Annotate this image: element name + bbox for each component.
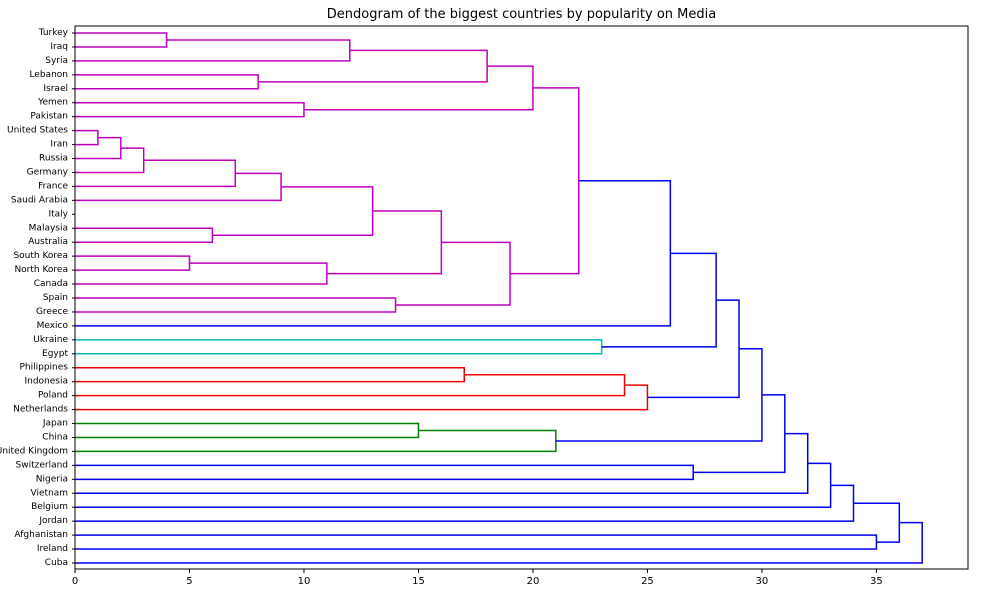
leaf-label: Jordan (38, 516, 68, 526)
leaf-label: Iran (50, 140, 68, 150)
leaf-label: Ireland (37, 544, 68, 554)
dendrogram-link (693, 394, 786, 474)
dendrogram-link (75, 32, 168, 48)
dendrogram-link (75, 432, 809, 495)
dendrogram-link (75, 534, 878, 550)
leaf-label: United Kingdom (0, 446, 68, 456)
dendrogram-link (75, 521, 923, 564)
dendrogram-link (647, 299, 740, 399)
x-tick-label: 0 (72, 576, 78, 587)
dendrogram-link (75, 384, 649, 411)
x-tick-label: 30 (756, 576, 769, 587)
x-tick-label: 15 (412, 576, 425, 587)
leaf-label: Spain (43, 293, 68, 303)
leaf-label: Mexico (37, 321, 69, 331)
leaf-label: Pakistan (30, 112, 68, 122)
leaf-label: Russia (39, 154, 68, 164)
leaf-label: Japan (42, 419, 68, 429)
dendrogram-link (75, 262, 328, 285)
leaf-label: Switzerland (16, 460, 69, 470)
dendrogram-link (601, 252, 717, 348)
leaf-label: Israel (43, 84, 68, 94)
leaf-label: Indonesia (24, 377, 68, 387)
leaf-label: Nigeria (36, 474, 68, 484)
dendrogram-link (75, 74, 259, 90)
leaf-label: Syria (45, 56, 68, 66)
leaf-label: Belgium (31, 502, 68, 512)
leaf-label: Italy (48, 209, 68, 219)
leaf-label: Poland (38, 391, 68, 401)
dendrogram-link (326, 210, 443, 275)
dendrogram-link (75, 129, 99, 146)
dendrogram-link (555, 347, 763, 442)
leaf-label: Germany (27, 167, 69, 177)
leaf-label: United States (7, 126, 68, 136)
dendrogram-link (510, 87, 580, 275)
dendrogram-links (75, 32, 923, 564)
leaf-label: China (42, 432, 68, 442)
x-tick-label: 5 (186, 576, 192, 587)
dendrogram-link (75, 429, 557, 453)
dendrogram-link (75, 422, 420, 439)
leaf-label: Lebanon (29, 70, 68, 80)
dendrogram-link (75, 339, 603, 355)
leaf-label: Malaysia (29, 223, 68, 233)
leaf-label: Philippines (20, 363, 69, 373)
dendrogram-link (75, 101, 305, 118)
dendrogram-link (75, 297, 397, 313)
leaf-label: Netherlands (13, 405, 68, 415)
dendrogram-link (303, 65, 534, 111)
leaf-label: Yemen (37, 98, 68, 108)
dendrogram-link (212, 186, 374, 236)
dendrogram-link (75, 227, 214, 243)
x-tick-label: 35 (870, 576, 883, 587)
dendrogram-link (75, 464, 694, 481)
leaf-label: North Korea (14, 265, 68, 275)
leaf-label: Australia (28, 237, 68, 247)
dendrogram-link (75, 147, 145, 174)
leaf-label: Greece (36, 307, 68, 317)
leaf-label: Cuba (45, 558, 68, 568)
dendrogram-link (75, 484, 855, 522)
dendrogram-link (395, 241, 511, 306)
leaf-label: Iraq (50, 42, 68, 52)
dendrogram-link (75, 255, 191, 271)
chart-title: Dendogram of the biggest countries by po… (326, 7, 717, 22)
leaf-label: Vietnam (30, 488, 68, 498)
leaf-label: South Korea (13, 251, 68, 261)
leaf-label: Canada (34, 279, 68, 289)
leaf-label: Afghanistan (14, 530, 68, 540)
leaf-label: Ukraine (33, 335, 68, 345)
dendrogram-link (75, 373, 626, 397)
x-tick-label: 10 (298, 576, 311, 587)
x-tick-label: 20 (527, 576, 540, 587)
dendrogram-link (75, 159, 237, 188)
x-axis-ticks: 0 5 10 15 20 25 30 35 (72, 569, 883, 587)
x-tick-label: 25 (641, 576, 654, 587)
dendrogram-link (75, 366, 466, 383)
leaf-label: Saudi Arabia (11, 195, 68, 205)
leaf-label: Egypt (42, 349, 68, 359)
leaf-label: France (38, 181, 68, 191)
leaf-label: Turkey (38, 28, 69, 38)
dendrogram-link (75, 180, 672, 327)
y-axis-ticks: Turkey Iraq Syria Lebanon Israel Yemen Pakista… (0, 28, 75, 568)
dendrogram-link (75, 39, 351, 62)
dendrogram-link (258, 49, 488, 83)
dendrogram-link (75, 462, 832, 508)
